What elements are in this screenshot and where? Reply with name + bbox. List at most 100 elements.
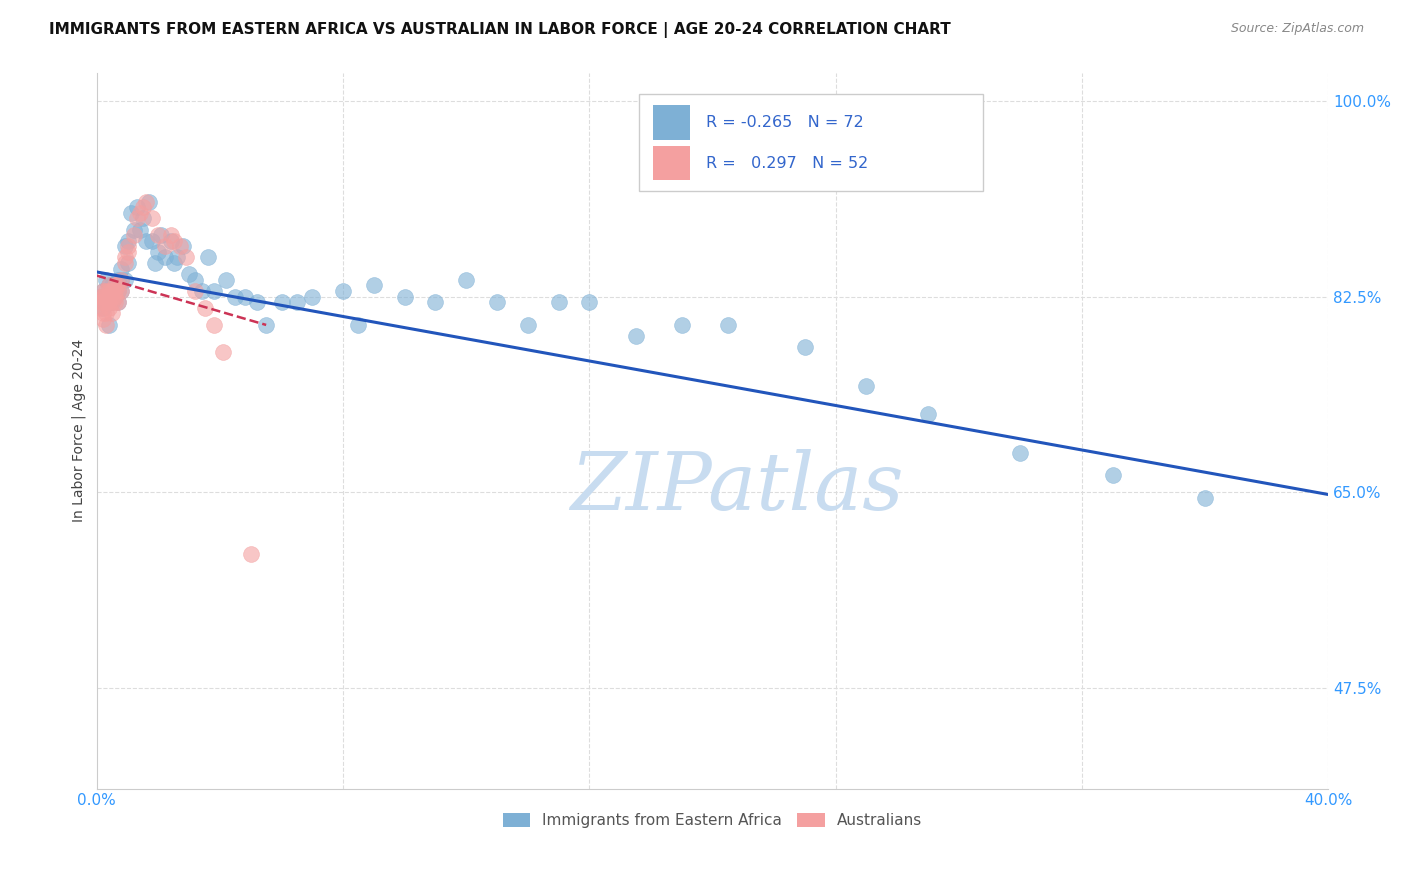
Point [347,318,370,332]
Point [202,284,225,298]
Point [129,205,152,219]
Point [91,301,114,315]
Point [547,295,569,310]
Text: Source: ZipAtlas.com: Source: ZipAtlas.com [1230,22,1364,36]
Point [104,295,127,310]
Point [578,295,600,310]
Point [114,239,136,253]
Point [174,251,197,265]
Text: R = -0.265   N = 72: R = -0.265 N = 72 [706,115,865,130]
Point [202,318,225,332]
Point [132,200,155,214]
Point [239,547,262,561]
Point [94,295,117,310]
FancyBboxPatch shape [654,105,690,139]
Point [425,295,447,310]
Point [125,211,148,226]
Point [94,318,117,332]
Point [114,251,136,265]
Point [98,278,121,293]
Point [89,301,111,315]
Point [332,284,354,298]
Point [190,284,212,298]
Point [104,284,127,298]
Y-axis label: In Labor Force | Age 20-24: In Labor Force | Age 20-24 [72,339,86,523]
Point [91,306,114,320]
Point [163,256,186,270]
Point [671,318,693,332]
Point [132,211,155,226]
Point [110,261,132,276]
Point [194,301,217,315]
Point [150,228,173,243]
Point [91,289,114,303]
Point [104,289,127,303]
Point [122,228,145,243]
Point [135,234,157,248]
Point [101,289,124,303]
Point [246,295,269,310]
Point [98,295,121,310]
Point [212,345,235,359]
Point [101,295,124,310]
Point [184,273,207,287]
Point [94,295,117,310]
Point [89,289,111,303]
Point [107,284,129,298]
Legend: Immigrants from Eastern Africa, Australians: Immigrants from Eastern Africa, Australi… [496,807,928,835]
Text: IMMIGRANTS FROM EASTERN AFRICA VS AUSTRALIAN IN LABOR FORCE | AGE 20-24 CORRELAT: IMMIGRANTS FROM EASTERN AFRICA VS AUSTRA… [49,22,950,38]
Point [233,289,256,303]
Point [98,318,121,332]
Point [141,234,163,248]
Point [110,284,132,298]
Point [166,251,188,265]
Point [98,284,121,298]
Point [184,284,207,298]
Point [159,228,181,243]
Point [104,289,127,303]
Point [101,306,124,320]
Point [143,256,166,270]
Point [179,267,201,281]
Point [125,200,148,214]
Point [107,273,129,287]
Point [159,234,181,248]
Point [107,295,129,310]
Point [254,318,277,332]
Point [456,273,478,287]
Point [91,284,114,298]
Point [141,211,163,226]
Point [215,273,238,287]
Point [285,295,308,310]
Point [163,234,186,248]
Point [104,278,127,293]
Point [363,278,385,293]
Point [917,407,939,421]
Point [101,295,124,310]
Point [129,222,152,236]
Point [153,251,176,265]
Point [394,289,416,303]
Point [169,239,191,253]
Point [94,306,117,320]
Point [101,278,124,293]
Point [101,284,124,298]
Point [717,318,740,332]
Point [122,222,145,236]
Point [301,289,323,303]
Point [485,295,508,310]
Point [94,289,117,303]
Point [94,273,117,287]
Point [153,239,176,253]
Point [89,295,111,310]
Point [110,273,132,287]
Point [117,234,139,248]
Point [101,289,124,303]
Point [94,284,117,298]
Point [516,318,538,332]
FancyBboxPatch shape [638,95,983,191]
Text: R =   0.297   N = 52: R = 0.297 N = 52 [706,155,869,170]
Point [91,312,114,326]
Point [855,379,877,393]
Point [117,256,139,270]
